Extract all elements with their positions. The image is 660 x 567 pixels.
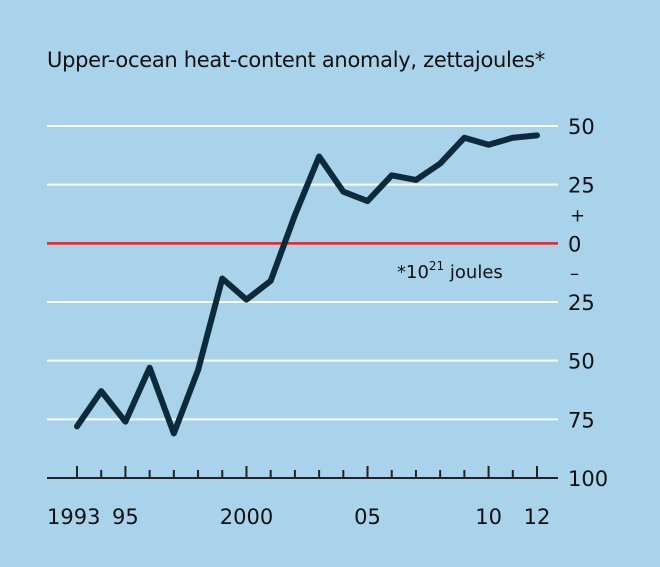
negative-sign: –	[570, 263, 579, 284]
x-tick-label: 1993	[47, 505, 100, 529]
x-tick-label: 95	[112, 505, 139, 529]
y-tick-label: 50	[568, 350, 595, 374]
y-tick-label: 0	[568, 232, 581, 256]
annotation: *1021 joules	[397, 259, 503, 283]
y-tick-label: 25	[568, 174, 595, 198]
x-tick-label: 05	[354, 505, 381, 529]
y-tick-label: 100	[568, 467, 608, 491]
x-tick-label: 12	[524, 505, 551, 529]
y-tick-label: 50	[568, 115, 595, 139]
x-tick-label: 10	[475, 505, 502, 529]
y-tick-label: 75	[568, 408, 595, 432]
x-tick-label: 2000	[220, 505, 273, 529]
chart-title: Upper-ocean heat-content anomaly, zettaj…	[47, 48, 545, 72]
positive-sign: +	[570, 205, 585, 226]
series-line	[74, 132, 540, 437]
y-tick-label: 25	[568, 291, 595, 315]
